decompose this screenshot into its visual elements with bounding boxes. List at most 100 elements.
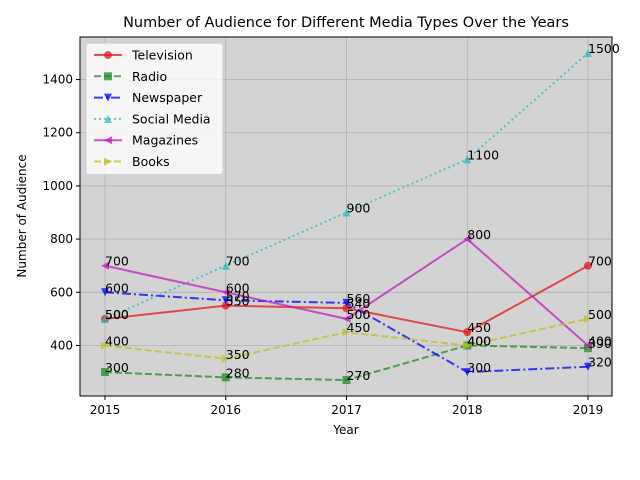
data-point [463, 155, 472, 164]
y-axis-ticks: 400 600 800 1000 1200 1400 [42, 73, 80, 352]
legend-entry: Magazines [94, 133, 198, 148]
data-point [463, 328, 472, 337]
data-point [101, 261, 109, 270]
data-point [463, 341, 472, 350]
data-label: 500 [105, 307, 129, 322]
data-point [584, 344, 592, 353]
data-label: 700 [105, 254, 129, 269]
legend-label: Social Media [132, 111, 211, 126]
data-label: 570 [226, 288, 250, 303]
legend-marker [104, 93, 112, 102]
x-tick-label: 2016 [210, 403, 241, 417]
data-label: 400 [105, 333, 129, 348]
y-tick-label: 1000 [42, 179, 73, 193]
series-books [101, 314, 592, 363]
data-label: 400 [588, 333, 612, 348]
data-label: 500 [105, 307, 129, 322]
data-label: 450 [467, 320, 491, 335]
data-point [584, 341, 592, 350]
data-point [342, 304, 351, 313]
data-label: 400 [467, 333, 491, 348]
y-tick-label: 400 [50, 338, 73, 352]
data-label: 600 [226, 280, 250, 295]
legend-marker [104, 136, 112, 145]
y-tick-label: 800 [50, 232, 73, 246]
data-label: 280 [226, 365, 250, 380]
y-tick-label: 1200 [42, 126, 73, 140]
x-tick-label: 2017 [331, 403, 362, 417]
series-social-media [101, 48, 592, 323]
data-label: 1100 [467, 147, 499, 162]
data-label: 900 [347, 201, 371, 216]
data-label: 1500 [588, 41, 620, 56]
legend-label: Newspaper [132, 90, 203, 105]
data-point [101, 368, 109, 377]
data-label: 270 [347, 368, 371, 383]
data-point [221, 288, 230, 297]
data-label: 450 [347, 320, 371, 335]
legend-entry: Social Media [94, 111, 211, 126]
legend-label: Radio [132, 69, 167, 84]
y-axis-label: Number of Audience [15, 154, 29, 277]
data-point [221, 301, 230, 310]
legend-label: Magazines [132, 133, 198, 148]
data-point [342, 208, 351, 217]
data-label: 700 [588, 254, 612, 269]
x-tick-label: 2015 [90, 403, 121, 417]
data-point [342, 298, 351, 307]
data-label: 300 [467, 360, 491, 375]
data-label: 600 [105, 280, 129, 295]
data-point [101, 288, 109, 297]
data-point [342, 328, 351, 337]
legend-marker [104, 51, 112, 59]
legend-label: Television [131, 48, 193, 63]
data-label: 700 [226, 254, 250, 269]
data-point [584, 48, 592, 57]
data-label: 560 [347, 291, 371, 306]
x-axis-ticks: 2015 2016 2017 2018 2019 [90, 396, 604, 417]
data-label: 400 [467, 333, 491, 348]
legend-entry: Television [94, 48, 193, 63]
legend-marker [104, 72, 112, 81]
chart-title: Number of Audience for Different Media T… [123, 15, 569, 31]
data-label: 500 [588, 307, 612, 322]
x-tick-label: 2018 [452, 403, 483, 417]
series-newspaper [101, 288, 592, 377]
legend-marker [104, 157, 112, 166]
data-point [463, 368, 472, 377]
data-label: 320 [588, 355, 612, 370]
series-layer [101, 48, 592, 385]
y-tick-label: 600 [50, 285, 73, 299]
data-label: 550 [226, 294, 250, 309]
legend-entry: Radio [94, 69, 167, 84]
data-point [584, 362, 592, 371]
legend: Television Radio Newspaper Social Media Maga… [85, 42, 224, 176]
series-magazines [101, 235, 592, 350]
data-point [101, 341, 109, 350]
legend-entry: Books [94, 154, 170, 169]
legend-label: Books [132, 154, 170, 169]
data-point [342, 314, 351, 323]
data-point [221, 261, 230, 270]
data-label: 300 [105, 360, 129, 375]
data-label: 540 [347, 296, 371, 311]
data-point [584, 261, 592, 270]
y-tick-label: 1400 [42, 73, 73, 87]
data-point [342, 376, 351, 385]
data-point [221, 296, 230, 305]
data-point [101, 314, 109, 323]
x-tick-label: 2019 [573, 403, 604, 417]
data-point [584, 314, 592, 323]
data-label: 800 [467, 227, 491, 242]
data-point [221, 373, 230, 382]
data-label: 350 [226, 347, 250, 362]
data-point [221, 354, 230, 363]
data-label: 390 [588, 336, 612, 351]
x-axis-label: Year [332, 423, 358, 437]
data-point [463, 235, 472, 244]
data-label: 500 [347, 307, 371, 322]
legend-entry: Newspaper [94, 90, 203, 105]
legend-marker [104, 114, 112, 123]
